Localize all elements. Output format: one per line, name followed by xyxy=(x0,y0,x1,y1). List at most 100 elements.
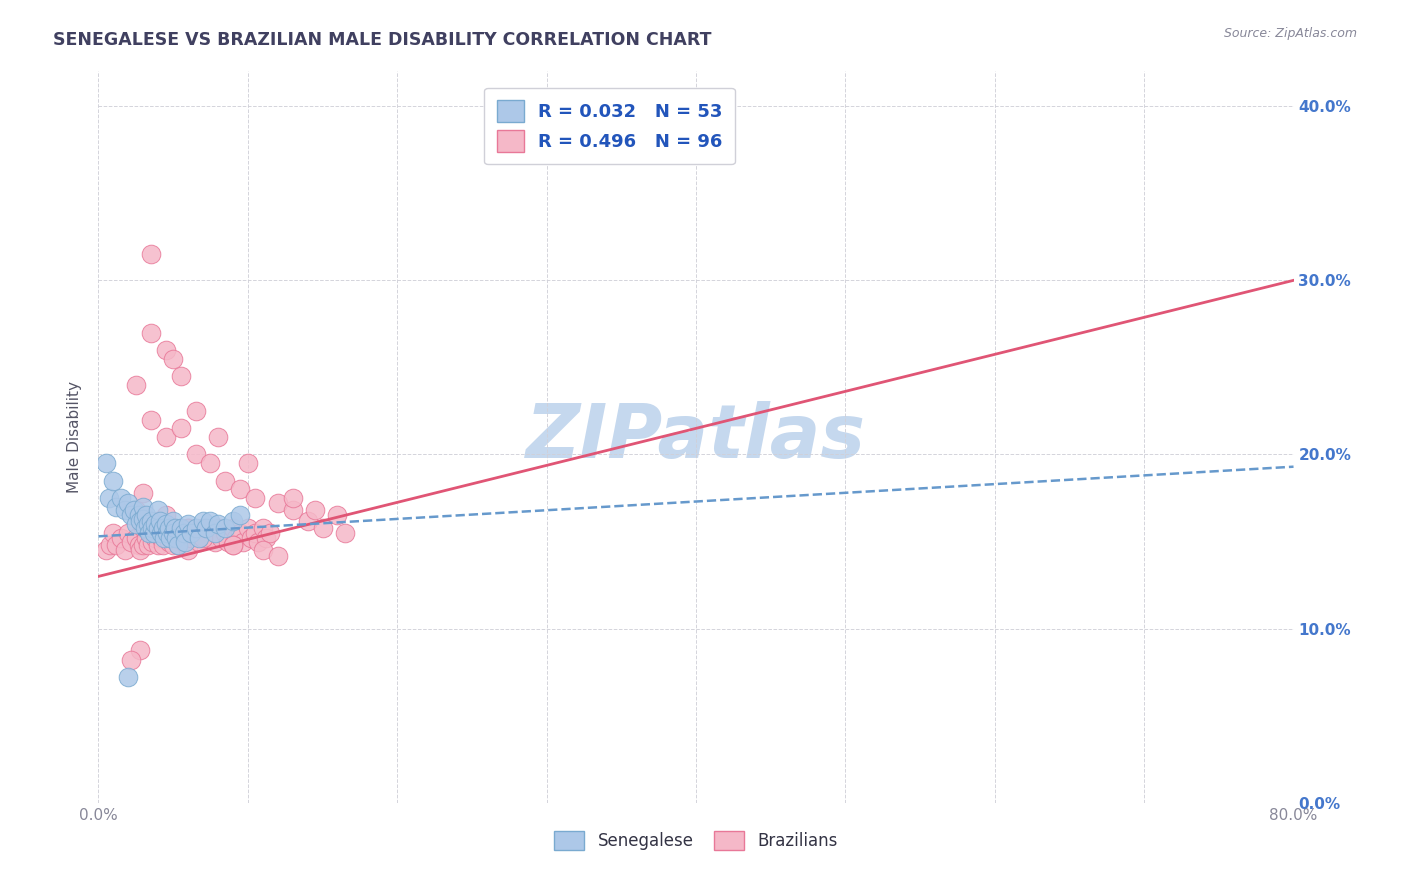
Point xyxy=(117,496,139,510)
Point xyxy=(177,521,200,535)
Point xyxy=(173,534,195,549)
Point xyxy=(297,514,319,528)
Point xyxy=(103,474,125,488)
Point xyxy=(252,543,274,558)
Point xyxy=(105,538,128,552)
Point xyxy=(103,525,125,540)
Point xyxy=(333,525,356,540)
Point xyxy=(148,521,170,535)
Point xyxy=(157,534,180,549)
Point xyxy=(326,508,349,523)
Point xyxy=(155,430,177,444)
Point xyxy=(135,508,157,523)
Point xyxy=(105,500,128,514)
Point xyxy=(139,247,162,261)
Point xyxy=(132,485,155,500)
Point xyxy=(129,642,152,657)
Point xyxy=(135,531,157,545)
Point xyxy=(132,512,155,526)
Point xyxy=(136,517,159,532)
Text: Source: ZipAtlas.com: Source: ZipAtlas.com xyxy=(1223,27,1357,40)
Point xyxy=(165,531,187,545)
Point xyxy=(139,326,162,340)
Point xyxy=(229,483,252,497)
Point xyxy=(163,521,186,535)
Point xyxy=(132,538,155,552)
Point xyxy=(139,412,162,426)
Point xyxy=(169,525,191,540)
Point xyxy=(245,525,267,540)
Legend: Senegalese, Brazilians: Senegalese, Brazilians xyxy=(548,824,844,856)
Text: SENEGALESE VS BRAZILIAN MALE DISABILITY CORRELATION CHART: SENEGALESE VS BRAZILIAN MALE DISABILITY … xyxy=(53,31,711,49)
Point xyxy=(125,377,148,392)
Point xyxy=(162,525,184,540)
Point xyxy=(195,531,218,545)
Point xyxy=(214,521,236,535)
Point xyxy=(139,514,162,528)
Point xyxy=(155,525,177,540)
Point xyxy=(98,538,122,552)
Point xyxy=(134,521,156,535)
Point xyxy=(222,538,245,552)
Point xyxy=(94,543,117,558)
Point xyxy=(120,653,142,667)
Point xyxy=(143,517,166,532)
Point xyxy=(139,525,162,540)
Point xyxy=(132,500,155,514)
Point xyxy=(209,531,232,545)
Point xyxy=(177,517,200,532)
Point xyxy=(267,549,290,563)
Point xyxy=(259,525,281,540)
Point xyxy=(153,531,176,545)
Point xyxy=(207,517,229,532)
Point xyxy=(166,538,188,552)
Point xyxy=(191,514,214,528)
Point xyxy=(162,521,184,535)
Point xyxy=(150,525,173,540)
Point xyxy=(239,531,262,545)
Point xyxy=(169,521,191,535)
Point xyxy=(110,491,132,505)
Point xyxy=(152,521,174,535)
Point xyxy=(128,508,150,523)
Point xyxy=(267,496,290,510)
Point xyxy=(191,521,214,535)
Point xyxy=(254,531,277,545)
Point xyxy=(162,514,184,528)
Text: ZIPatlas: ZIPatlas xyxy=(526,401,866,474)
Point xyxy=(148,538,170,552)
Point xyxy=(200,514,222,528)
Point xyxy=(204,534,226,549)
Point xyxy=(141,521,163,535)
Point xyxy=(129,514,152,528)
Point xyxy=(247,534,270,549)
Point xyxy=(174,534,197,549)
Point xyxy=(138,525,160,540)
Point xyxy=(114,543,136,558)
Point xyxy=(136,538,159,552)
Point xyxy=(204,525,226,540)
Point xyxy=(117,670,139,684)
Point xyxy=(177,521,200,535)
Point xyxy=(142,525,165,540)
Point xyxy=(200,525,222,540)
Point xyxy=(245,491,267,505)
Point xyxy=(191,531,214,545)
Point xyxy=(156,525,179,540)
Point xyxy=(281,491,304,505)
Point xyxy=(125,517,148,532)
Point xyxy=(187,531,209,545)
Point xyxy=(236,521,259,535)
Point xyxy=(222,521,245,535)
Point xyxy=(152,538,174,552)
Point xyxy=(214,525,236,540)
Point xyxy=(148,503,170,517)
Point xyxy=(157,521,180,535)
Point xyxy=(174,531,197,545)
Point xyxy=(148,521,170,535)
Point xyxy=(217,534,239,549)
Point xyxy=(222,538,245,552)
Point xyxy=(225,531,247,545)
Point xyxy=(148,514,170,528)
Point xyxy=(155,517,177,532)
